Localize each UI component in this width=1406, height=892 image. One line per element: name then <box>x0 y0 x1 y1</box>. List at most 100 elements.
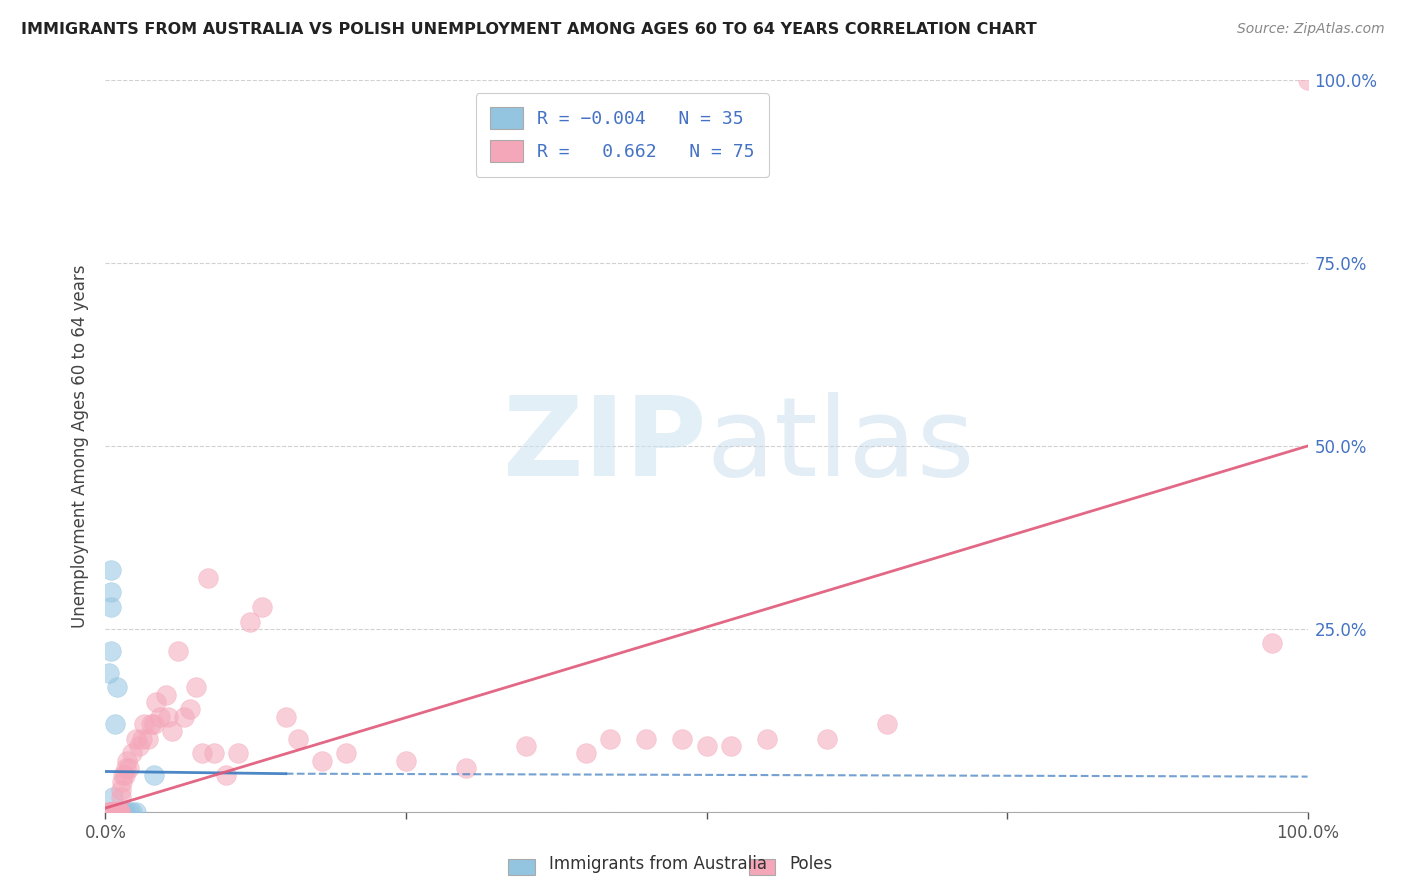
Point <box>287 731 309 746</box>
Point <box>100 805 122 819</box>
Point <box>101 805 124 819</box>
Point <box>100 599 122 614</box>
Point <box>101 805 124 819</box>
Point <box>98 805 121 819</box>
Point <box>1296 73 1319 87</box>
Point <box>101 805 124 819</box>
Point <box>100 805 122 819</box>
Point <box>107 805 129 819</box>
Point <box>108 805 131 819</box>
Point <box>104 805 127 819</box>
Point <box>107 805 129 819</box>
Point <box>100 805 122 819</box>
Point <box>311 754 333 768</box>
Point <box>101 805 124 819</box>
Point <box>136 731 159 746</box>
Text: Poles: Poles <box>789 855 832 872</box>
Point <box>131 731 153 746</box>
Point <box>128 739 150 753</box>
Point <box>720 739 742 753</box>
Point <box>108 805 131 819</box>
Point <box>98 805 121 819</box>
Point <box>101 805 124 819</box>
Point <box>103 805 125 819</box>
Legend: R = −0.004   N = 35, R =   0.662   N = 75: R = −0.004 N = 35, R = 0.662 N = 75 <box>475 93 769 177</box>
Text: IMMIGRANTS FROM AUSTRALIA VS POLISH UNEMPLOYMENT AMONG AGES 60 TO 64 YEARS CORRE: IMMIGRANTS FROM AUSTRALIA VS POLISH UNEM… <box>21 22 1036 37</box>
Point <box>179 702 201 716</box>
Point <box>190 746 212 760</box>
Point <box>815 731 838 746</box>
FancyBboxPatch shape <box>748 858 775 875</box>
Point <box>115 761 138 775</box>
Point <box>139 717 162 731</box>
Point <box>105 805 128 819</box>
Point <box>148 709 170 723</box>
Point <box>142 717 165 731</box>
FancyBboxPatch shape <box>508 858 534 875</box>
Point <box>107 805 129 819</box>
Point <box>112 805 135 819</box>
Point <box>132 717 155 731</box>
Point <box>173 709 195 723</box>
Point <box>107 805 129 819</box>
Point <box>636 731 658 746</box>
Point <box>104 805 127 819</box>
Point <box>395 754 418 768</box>
Point <box>107 805 129 819</box>
Text: atlas: atlas <box>707 392 974 500</box>
Point <box>454 761 477 775</box>
Point <box>142 768 165 782</box>
Point <box>671 731 693 746</box>
Point <box>107 805 129 819</box>
Point <box>575 746 598 760</box>
Point <box>1260 636 1282 650</box>
Point <box>100 563 122 577</box>
Point <box>876 717 898 731</box>
Point <box>110 805 132 819</box>
Point <box>108 805 131 819</box>
Point <box>250 599 273 614</box>
Point <box>239 615 262 629</box>
Point <box>103 805 125 819</box>
Point <box>107 805 129 819</box>
Point <box>145 695 167 709</box>
Point <box>111 775 134 789</box>
Point <box>274 709 297 723</box>
Point <box>101 805 124 819</box>
Point <box>101 805 124 819</box>
Point <box>104 805 127 819</box>
Point <box>100 644 122 658</box>
Point <box>599 731 621 746</box>
Text: Immigrants from Australia: Immigrants from Australia <box>548 855 768 872</box>
Point <box>124 731 146 746</box>
Point <box>108 805 131 819</box>
Point <box>160 724 183 739</box>
Point <box>121 805 143 819</box>
Text: ZIP: ZIP <box>503 392 707 500</box>
Point <box>107 681 129 695</box>
Point <box>110 790 132 805</box>
Point <box>103 805 125 819</box>
Point <box>114 805 136 819</box>
Point <box>105 805 128 819</box>
Point <box>114 805 136 819</box>
Point <box>105 805 128 819</box>
Point <box>100 805 122 819</box>
Point <box>202 746 225 760</box>
Point <box>101 805 124 819</box>
Point <box>118 761 141 775</box>
Point <box>98 665 121 680</box>
Point <box>104 805 127 819</box>
Point <box>166 644 188 658</box>
Point <box>515 739 537 753</box>
Text: Source: ZipAtlas.com: Source: ZipAtlas.com <box>1237 22 1385 37</box>
Point <box>755 731 778 746</box>
Point <box>104 805 127 819</box>
Point <box>118 805 141 819</box>
Point <box>112 768 135 782</box>
Point <box>696 739 718 753</box>
Point <box>156 709 179 723</box>
Point <box>107 805 129 819</box>
Point <box>107 805 129 819</box>
Point <box>105 805 128 819</box>
